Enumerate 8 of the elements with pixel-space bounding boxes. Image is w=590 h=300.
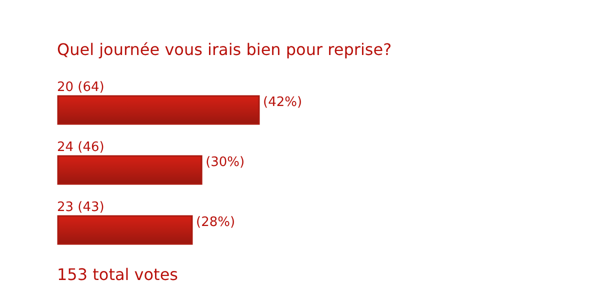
data-label: (30%) — [206, 155, 245, 170]
data-label: (28%) — [196, 215, 236, 230]
chart-title: Quel journée vous irais bien pour reprise? — [57, 40, 392, 59]
data-label: (42%) — [263, 95, 302, 110]
text: 153 total votes — [57, 265, 178, 284]
y-tick-label: 20 (64) — [57, 80, 104, 95]
y-tick-label: 23 (43) — [57, 200, 104, 215]
y-tick-label: 24 (46) — [57, 140, 104, 155]
